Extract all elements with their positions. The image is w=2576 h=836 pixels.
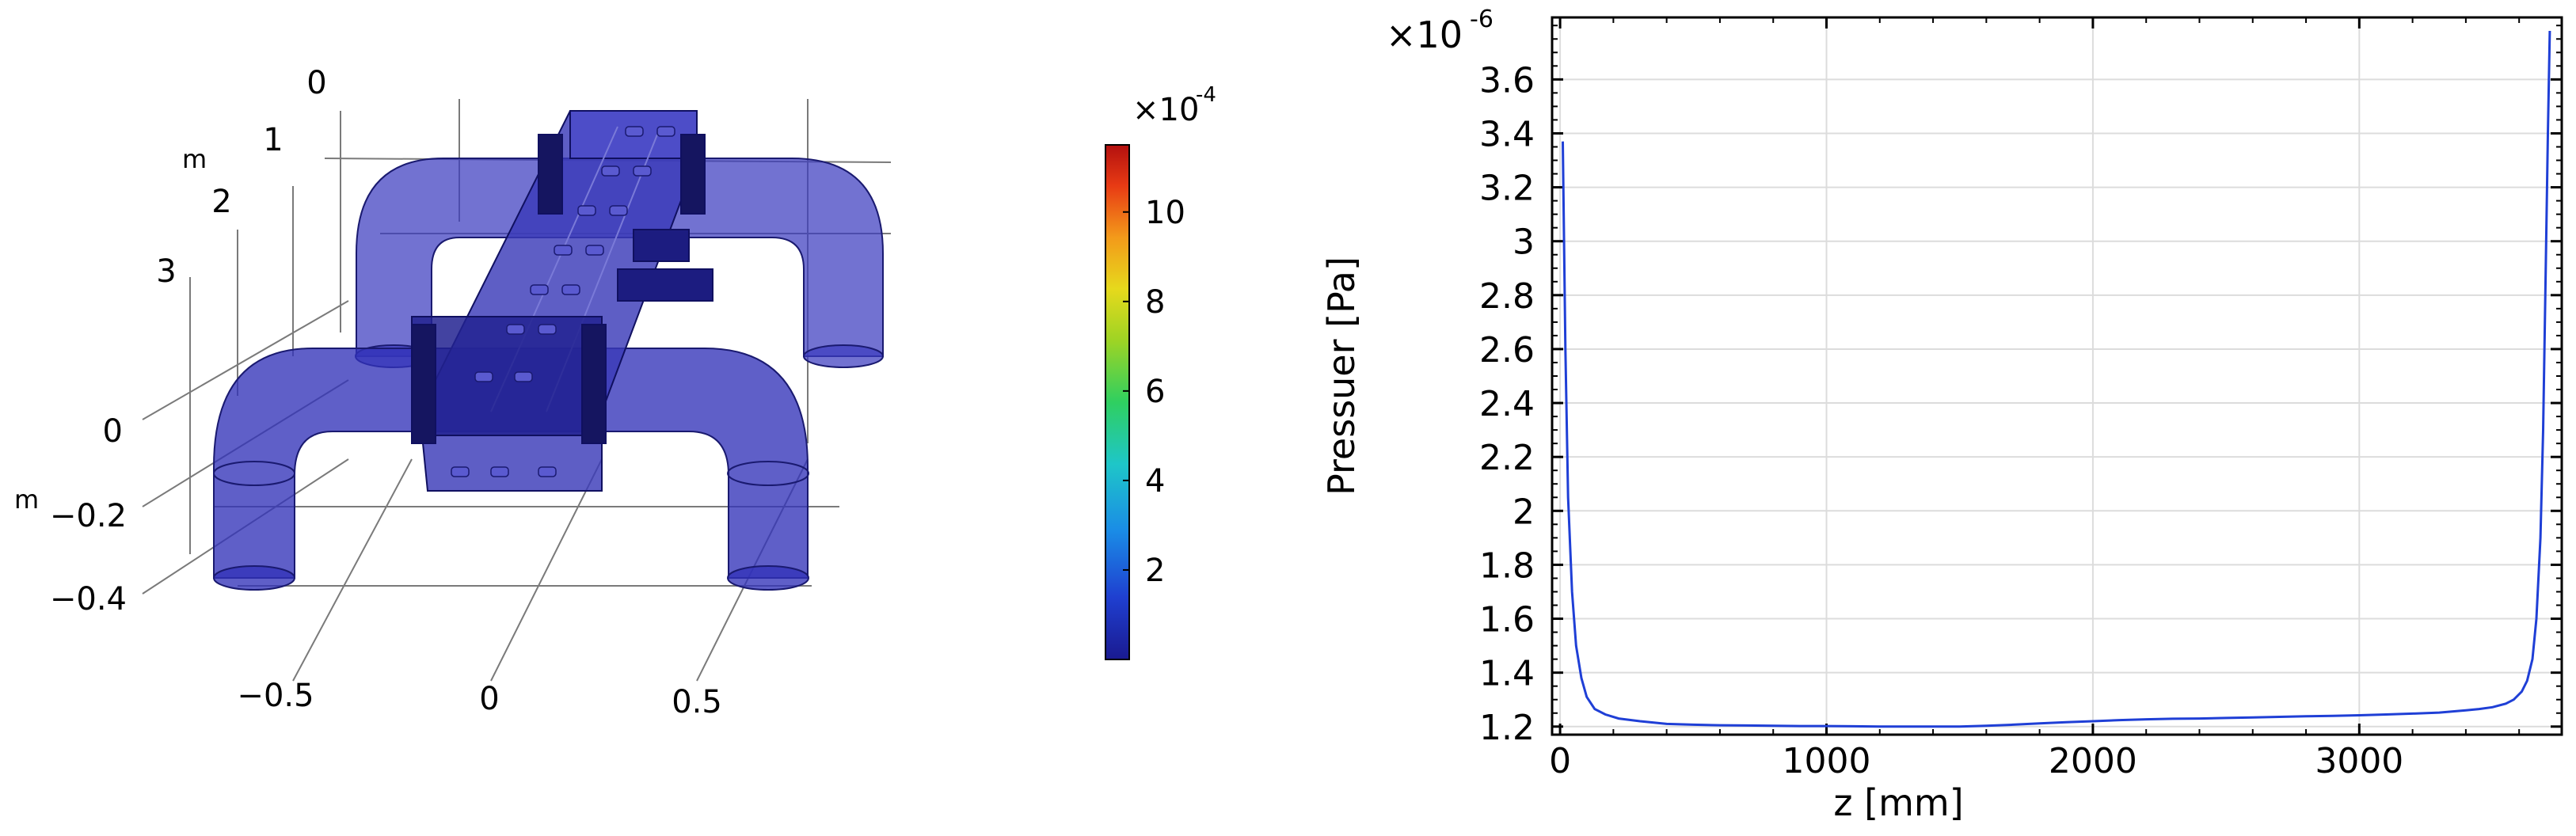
central-beam	[411, 110, 713, 492]
colorbar-tick-label: 8	[1145, 284, 1165, 321]
model-view: m 0 1 2 3 m 0 −0.2 −0.4 −0.5 0 0.5 ×10 -…	[14, 65, 1216, 720]
y-tick-label: 1.4	[1479, 654, 1535, 694]
colorbar-tick-label: 2	[1145, 553, 1165, 589]
y-tick-label: 2	[1512, 492, 1535, 532]
y-multiplier: ×10	[1386, 13, 1463, 56]
horizontal-tick-label: 0.5	[672, 684, 722, 720]
pressure-chart: 0 1000 2000 3000 1.2 1.4 1.6 1.8 2 2.2 2.4 2.6 2.8 3 3…	[1320, 6, 2563, 824]
axis-unit-label: m	[182, 144, 207, 174]
y-tick-label: 3.4	[1479, 114, 1535, 154]
vertical-tick-label: −0.2	[50, 498, 127, 534]
y-axis-label: Pressuer [Pa]	[1320, 256, 1363, 496]
x-tick-label: 2000	[2049, 741, 2137, 781]
chart-panel: 0 1000 2000 3000 1.2 1.4 1.6 1.8 2 2.2 2.4 2.6 2.8 3 3…	[1283, 0, 2576, 833]
horizontal-tick-label: −0.5	[237, 678, 314, 714]
colorbar-exponent: -4	[1196, 83, 1216, 107]
colorbar-tick-label: 6	[1145, 374, 1165, 410]
colorbar-tick-label: 4	[1145, 463, 1165, 500]
y-tick-label: 3.2	[1479, 169, 1535, 209]
depth-tick-label: 1	[263, 122, 283, 158]
y-tick-label: 2.6	[1479, 330, 1535, 370]
colorbar-tick-label: 10	[1145, 195, 1185, 231]
x-tick-label: 3000	[2315, 741, 2403, 781]
x-tick-label: 1000	[1783, 741, 1871, 781]
y-tick-label: 1.6	[1479, 600, 1535, 640]
colorbar: ×10 -4 10 8 6 4 2	[1105, 83, 1216, 660]
pressure-series-line	[1562, 30, 2551, 728]
axis-ticks: 0 1000 2000 3000 1.2 1.4 1.6 1.8 2 2.2 2.4 2.6 2.8 3 3…	[1479, 17, 2562, 781]
beam-holes	[451, 126, 675, 477]
front-u-pipe	[213, 348, 809, 591]
colorbar-exponent-base: ×10	[1132, 92, 1199, 128]
depth-tick-label: 2	[211, 184, 231, 220]
y-tick-label: 3.6	[1479, 60, 1535, 101]
depth-tick-label: 0	[306, 65, 326, 101]
grid	[1552, 17, 2562, 735]
axis-unit-label: m	[14, 484, 39, 515]
y-tick-label: 2.8	[1479, 276, 1535, 317]
plot-frame	[1551, 16, 2563, 736]
model-panel: m 0 1 2 3 m 0 −0.2 −0.4 −0.5 0 0.5 ×10 -…	[0, 0, 1283, 833]
y-exponent: -6	[1470, 6, 1493, 33]
depth-tick-label: 3	[156, 253, 176, 290]
colorbar-scale	[1105, 144, 1130, 660]
y-tick-label: 1.2	[1479, 708, 1535, 748]
y-tick-label: 1.8	[1479, 545, 1535, 586]
y-tick-label: 2.4	[1479, 384, 1535, 424]
colorbar-ticks: 10 8 6 4 2	[1123, 195, 1185, 589]
y-tick-label: 3	[1512, 222, 1535, 263]
x-tick-label: 0	[1549, 741, 1571, 781]
vertical-tick-label: −0.4	[50, 581, 127, 618]
vertical-tick-label: 0	[103, 413, 123, 450]
y-tick-label: 2.2	[1479, 438, 1535, 478]
x-axis-label: z [mm]	[1833, 781, 1963, 824]
horizontal-tick-label: 0	[479, 681, 499, 717]
